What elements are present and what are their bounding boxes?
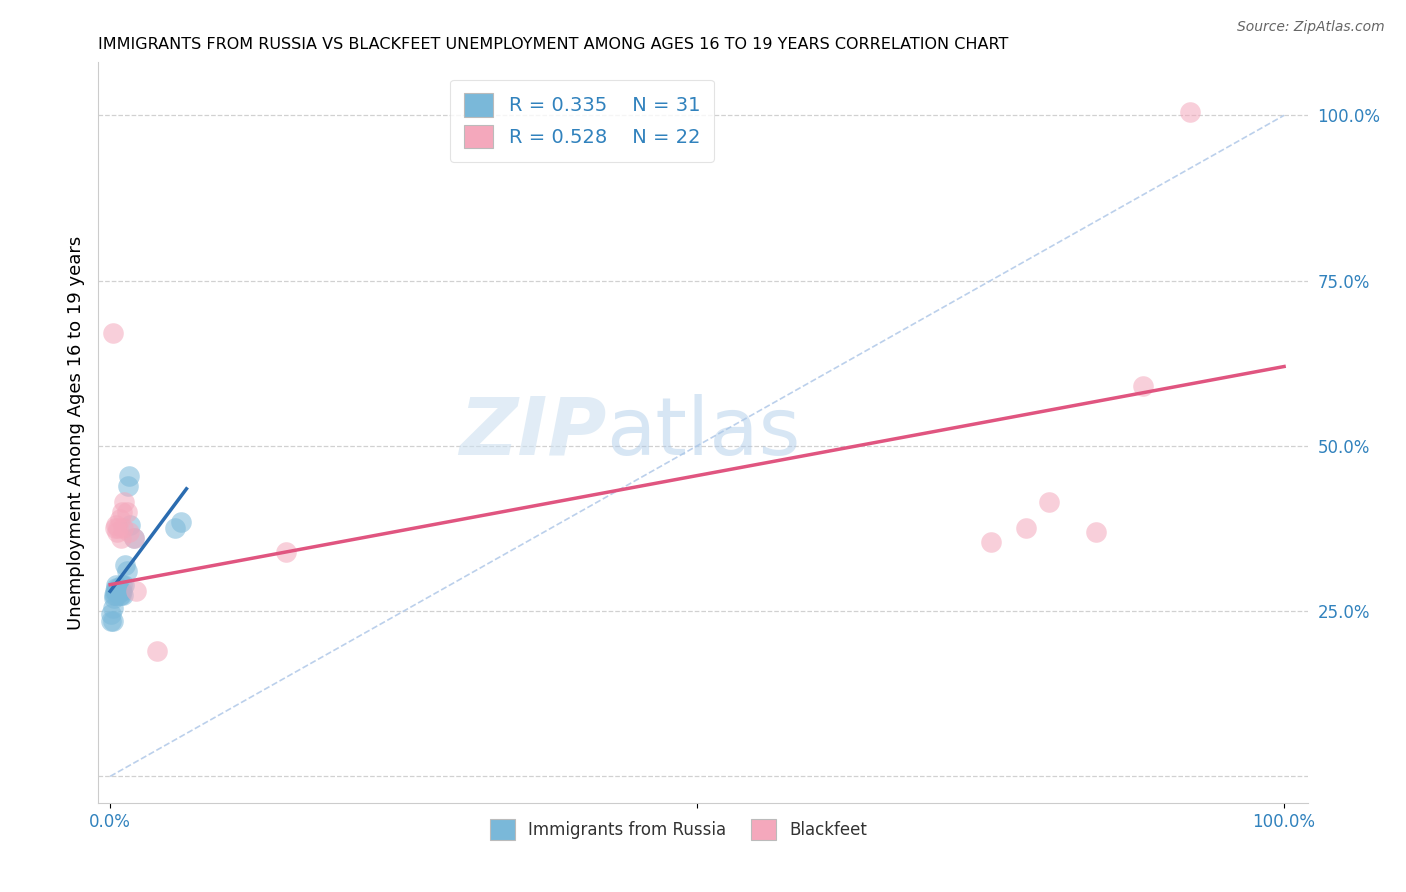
- Point: [110, 584, 132, 599]
- Point: [111, 505, 134, 519]
- Point: [105, 524, 128, 539]
- Point: [118, 468, 141, 483]
- Point: [118, 524, 141, 539]
- Point: [107, 521, 129, 535]
- Point: [110, 532, 132, 546]
- Point: [101, 600, 124, 615]
- Point: [1132, 379, 1154, 393]
- Point: [1038, 495, 1060, 509]
- Point: [110, 588, 132, 602]
- Point: [105, 581, 128, 595]
- Text: ZIP: ZIP: [458, 393, 606, 472]
- Point: [112, 495, 135, 509]
- Point: [146, 644, 169, 658]
- Point: [107, 581, 129, 595]
- Y-axis label: Unemployment Among Ages 16 to 19 years: Unemployment Among Ages 16 to 19 years: [66, 235, 84, 630]
- Point: [105, 584, 128, 599]
- Point: [122, 532, 145, 546]
- Point: [120, 518, 142, 533]
- Point: [980, 534, 1002, 549]
- Point: [104, 521, 127, 535]
- Point: [105, 577, 128, 591]
- Point: [100, 607, 122, 622]
- Point: [125, 584, 148, 599]
- Point: [163, 521, 186, 535]
- Point: [104, 584, 127, 599]
- Point: [105, 588, 128, 602]
- Point: [103, 588, 125, 602]
- Point: [100, 614, 122, 628]
- Text: Source: ZipAtlas.com: Source: ZipAtlas.com: [1237, 20, 1385, 34]
- Point: [112, 588, 135, 602]
- Point: [107, 584, 129, 599]
- Text: atlas: atlas: [606, 393, 800, 472]
- Point: [105, 584, 128, 599]
- Point: [105, 518, 128, 533]
- Point: [115, 505, 138, 519]
- Point: [112, 577, 135, 591]
- Point: [104, 588, 127, 602]
- Point: [1180, 105, 1202, 120]
- Point: [111, 584, 134, 599]
- Point: [169, 515, 191, 529]
- Point: [114, 558, 136, 572]
- Point: [122, 532, 145, 546]
- Point: [112, 521, 135, 535]
- Point: [111, 577, 134, 591]
- Point: [108, 511, 131, 525]
- Text: IMMIGRANTS FROM RUSSIA VS BLACKFEET UNEMPLOYMENT AMONG AGES 16 TO 19 YEARS CORRE: IMMIGRANTS FROM RUSSIA VS BLACKFEET UNEM…: [98, 37, 1008, 52]
- Point: [108, 584, 131, 599]
- Point: [117, 478, 139, 492]
- Point: [103, 591, 125, 605]
- Point: [115, 565, 138, 579]
- Point: [276, 544, 298, 558]
- Point: [101, 614, 124, 628]
- Point: [1085, 524, 1108, 539]
- Point: [101, 326, 124, 341]
- Point: [108, 588, 131, 602]
- Legend: Immigrants from Russia, Blackfeet: Immigrants from Russia, Blackfeet: [484, 813, 875, 847]
- Point: [1015, 521, 1038, 535]
